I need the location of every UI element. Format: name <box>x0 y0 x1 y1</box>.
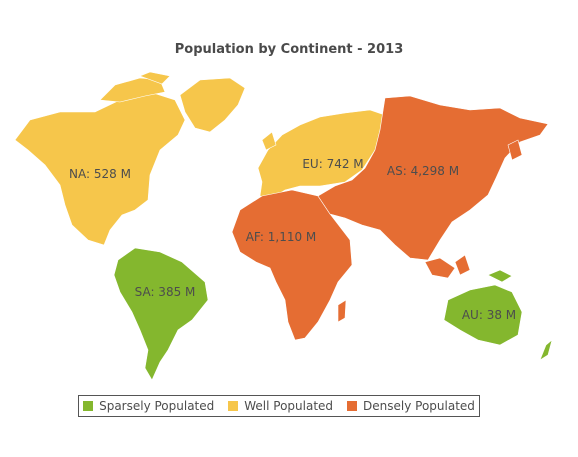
legend-swatch-well <box>228 401 239 411</box>
region-eu[interactable] <box>257 109 389 199</box>
legend-swatch-dense <box>347 401 358 411</box>
label-sa: SA: 385 M <box>135 285 196 299</box>
chart-title: Population by Continent - 2013 <box>174 42 404 57</box>
region-af[interactable] <box>231 189 353 341</box>
legend-item-sparse[interactable]: Sparsely Populated <box>83 399 214 413</box>
legend-item-well[interactable]: Well Populated <box>228 399 333 413</box>
region-na[interactable] <box>14 71 246 246</box>
legend-label-sparse: Sparsely Populated <box>99 399 215 413</box>
legend-label-dense: Densely Populated <box>363 399 475 413</box>
label-as: AS: 4,298 M <box>387 164 459 178</box>
legend: Sparsely Populated Well Populated Densel… <box>78 395 480 417</box>
legend-swatch-sparse <box>83 401 94 411</box>
label-eu: EU: 742 M <box>302 157 363 171</box>
legend-label-well: Well Populated <box>244 399 334 413</box>
region-au[interactable] <box>443 269 553 361</box>
label-af: AF: 1,110 M <box>246 230 317 244</box>
region-as[interactable] <box>317 95 549 279</box>
label-au: AU: 38 M <box>462 308 516 322</box>
label-na: NA: 528 M <box>69 167 131 181</box>
region-sa[interactable] <box>113 247 209 381</box>
legend-item-dense[interactable]: Densely Populated <box>347 399 475 413</box>
